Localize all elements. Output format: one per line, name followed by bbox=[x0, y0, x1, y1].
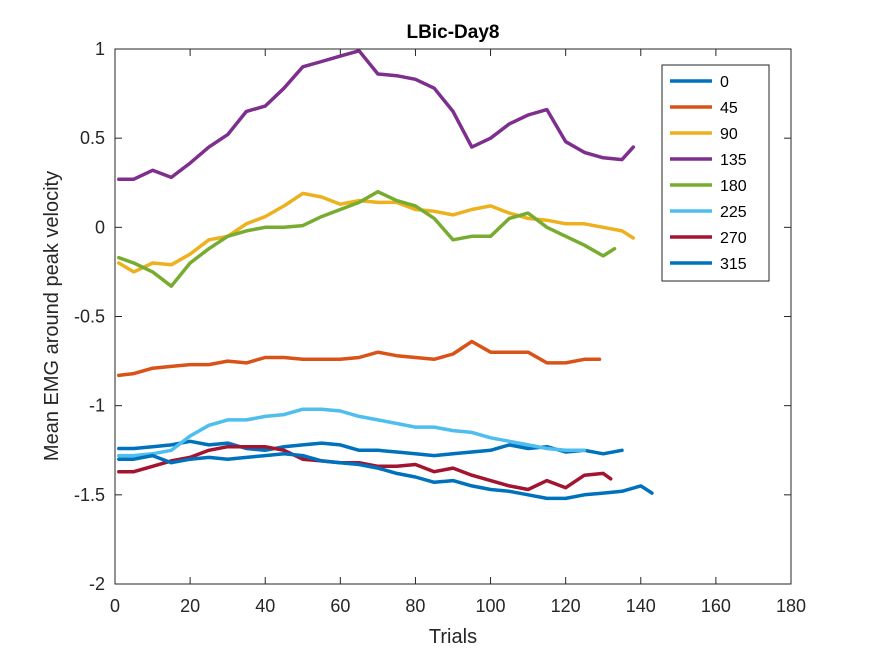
legend: 0 45 90 135 180 225 270 315 bbox=[661, 64, 770, 282]
y-tick-label: -1 bbox=[89, 396, 105, 416]
legend-label-0: 0 bbox=[720, 74, 729, 91]
series-line-90 bbox=[117, 191, 636, 274]
x-tick-label: 140 bbox=[626, 596, 656, 616]
chart-title: LBic-Day8 bbox=[407, 22, 500, 43]
x-tick-label: 60 bbox=[330, 596, 350, 616]
legend-label-270: 270 bbox=[720, 230, 747, 247]
y-axis-label: Mean EMG around peak velocity bbox=[41, 171, 63, 461]
y-tick-label: 1 bbox=[95, 39, 105, 59]
x-tick-label: 20 bbox=[180, 596, 200, 616]
y-tick-label: 0.5 bbox=[80, 128, 105, 148]
x-tick-label: 180 bbox=[776, 596, 806, 616]
y-tick-label: 0 bbox=[95, 217, 105, 237]
y-tick-label: -2 bbox=[89, 574, 105, 594]
series-line-270 bbox=[117, 444, 613, 492]
legend-label-90: 90 bbox=[720, 126, 738, 143]
series-line-135 bbox=[117, 49, 636, 181]
x-tick-label: 120 bbox=[551, 596, 581, 616]
legend-label-225: 225 bbox=[720, 204, 747, 221]
axes-box bbox=[114, 48, 792, 585]
axis-ticks: 0 20 40 60 80 100 120 140 160 180 -2 -1.5 -1 -0.5 0 0.5… bbox=[74, 39, 806, 616]
series-line-180 bbox=[117, 189, 617, 288]
x-tick-label: 160 bbox=[701, 596, 731, 616]
x-tick-label: 100 bbox=[476, 596, 506, 616]
series-line-315 bbox=[117, 452, 654, 501]
plot-area bbox=[117, 49, 654, 501]
x-tick-label: 0 bbox=[110, 596, 120, 616]
legend-label-315: 315 bbox=[720, 256, 747, 273]
y-tick-label: -1.5 bbox=[74, 485, 105, 505]
y-tick-label: -0.5 bbox=[74, 307, 105, 327]
x-tick-label: 80 bbox=[405, 596, 425, 616]
x-tick-label: 40 bbox=[255, 596, 275, 616]
legend-box bbox=[661, 64, 770, 282]
legend-label-45: 45 bbox=[720, 100, 738, 117]
legend-label-180: 180 bbox=[720, 178, 747, 195]
series-line-45 bbox=[117, 339, 602, 378]
series-line-225 bbox=[117, 407, 587, 458]
x-axis-label: Trials bbox=[429, 626, 477, 648]
legend-label-135: 135 bbox=[720, 152, 747, 169]
